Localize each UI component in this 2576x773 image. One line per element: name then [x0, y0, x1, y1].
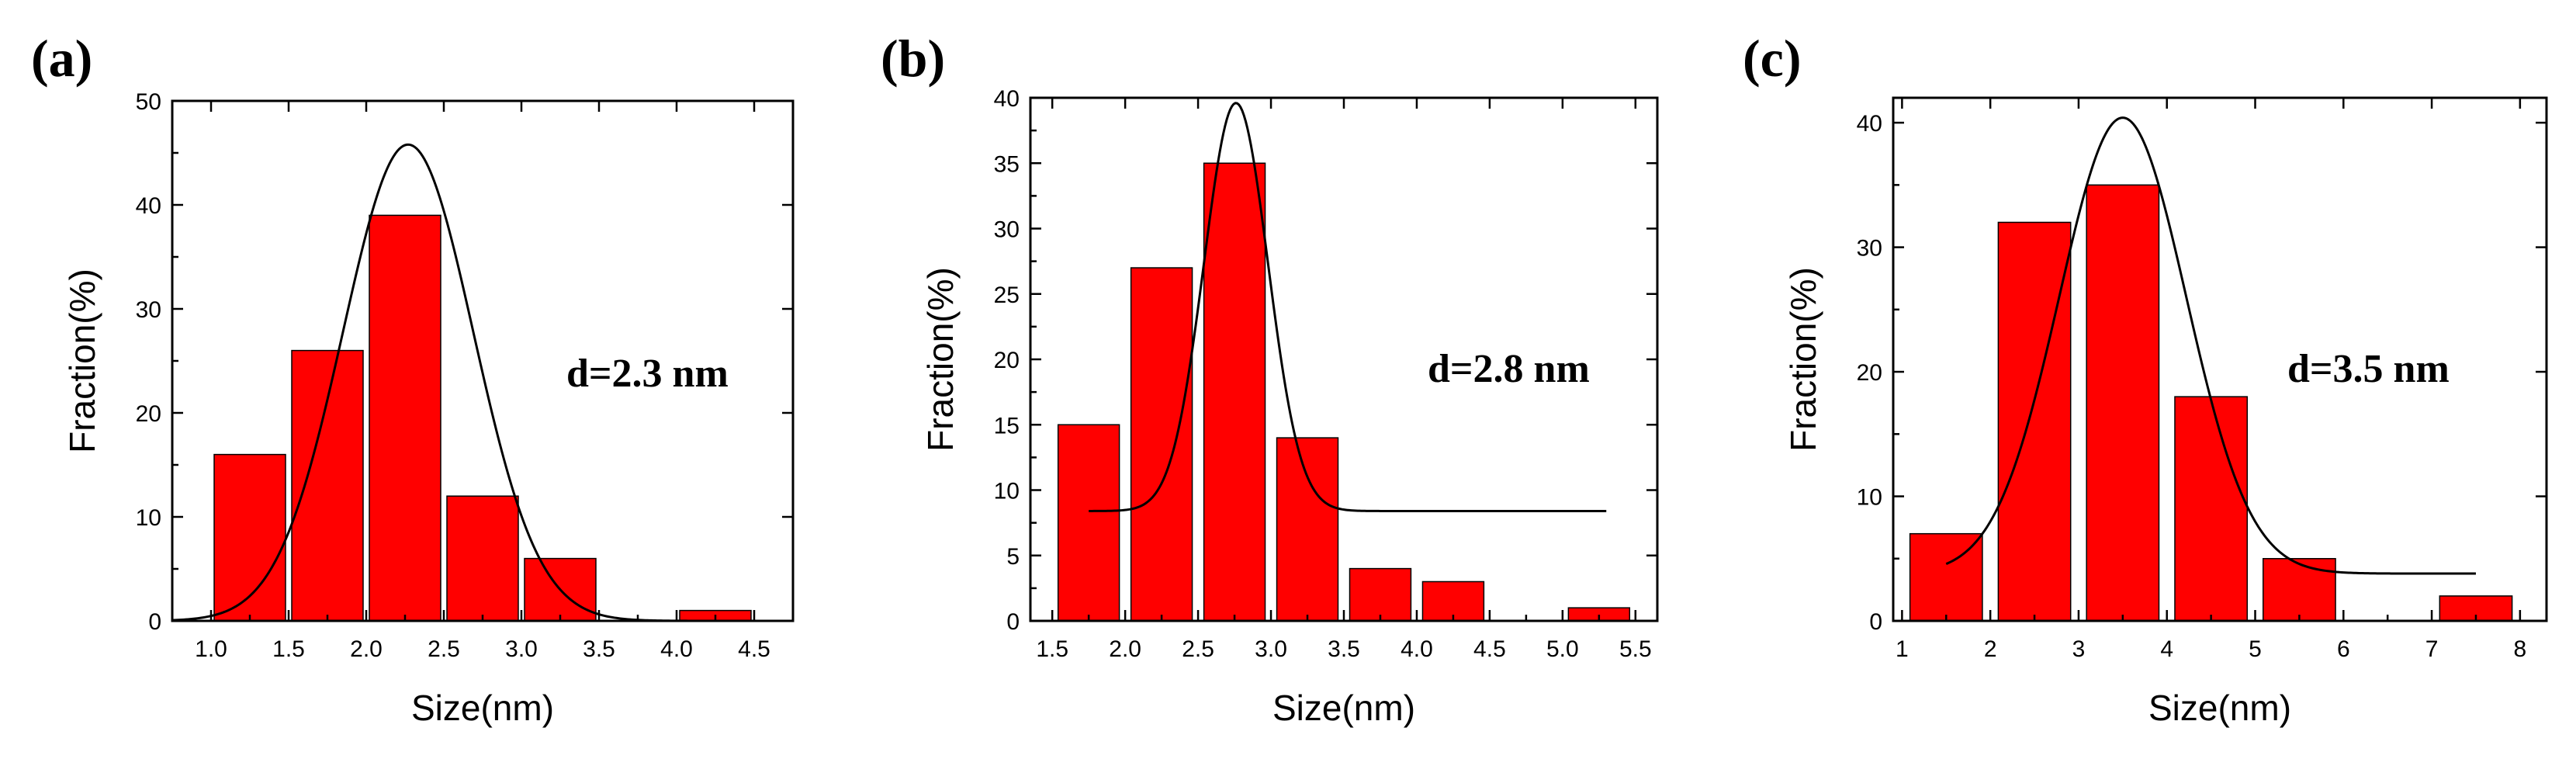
panel-1-mean-size-annotation: d=2.3 nm	[566, 352, 729, 396]
panel-3-x-tick-label: 1	[1896, 636, 1909, 662]
panel-3-x-tick-label: 2	[1984, 636, 1997, 662]
panel-2-y-tick-label: 15	[994, 413, 1020, 438]
panel-1-x-tick-label: 3.5	[583, 636, 615, 662]
panel-3-x-tick-label: 5	[2249, 636, 2262, 662]
panel-2-bar	[1057, 424, 1120, 622]
panel-1-y-tick-label: 20	[136, 401, 161, 427]
panel-2-x-tick-label: 3.0	[1255, 636, 1287, 662]
panel-2-y-tick-label: 10	[994, 479, 1020, 504]
panel-1-x-tick-label: 1.0	[195, 636, 227, 662]
panel-2-y-tick-label: 25	[994, 283, 1020, 308]
panel-1-x-tick-label: 2.5	[428, 636, 460, 662]
panel-1-x-tick-label: 3.0	[505, 636, 538, 662]
panel-1-bar	[369, 214, 441, 622]
panel-2-bar	[1130, 267, 1193, 622]
panel-1-x-axis-title: Size(nm)	[411, 688, 554, 728]
panel-3-mean-size-annotation: d=3.5 nm	[2287, 347, 2450, 391]
panel-2-x-tick-label: 3.5	[1328, 636, 1360, 662]
panel-2-x-tick-label: 5.0	[1546, 636, 1579, 662]
panel-3-y-axis-title: Fraction(%)	[1783, 267, 1823, 452]
panel-2-x-axis-title: Size(nm)	[1272, 688, 1415, 728]
panel-3-bar	[1909, 532, 1983, 622]
panel-3-x-tick-label: 4	[2160, 636, 2173, 662]
panel-3-bar	[1997, 221, 2072, 622]
panel-1-y-tick-label: 30	[136, 297, 161, 323]
panel-2-gaussian-fit-line	[1089, 102, 1607, 512]
panel-2-x-tick-label: 5.5	[1619, 636, 1652, 662]
panel-3-x-tick-label: 6	[2337, 636, 2350, 662]
panel-3-bar	[2263, 558, 2336, 622]
panel-2-x-tick-label: 4.5	[1473, 636, 1506, 662]
panel-1-y-tick-label: 40	[136, 193, 161, 219]
panel-3-y-tick-label: 40	[1857, 111, 1882, 137]
panel-1-bar	[291, 349, 364, 622]
panel-2-x-tick-label: 1.5	[1036, 636, 1068, 662]
panel-1-bar	[213, 453, 286, 622]
panel-2-y-tick-label: 20	[994, 348, 1020, 373]
panel-3-bar	[2174, 396, 2249, 622]
panel-2-bar	[1203, 162, 1266, 622]
panel-1-x-tick-label: 2.0	[350, 636, 383, 662]
panel-3-label: (c)	[1743, 29, 1801, 88]
panel-2-y-axis-title: Fraction(%)	[920, 267, 961, 452]
panel-1-y-tick-label: 0	[148, 609, 161, 635]
panel-1-x-tick-label: 4.5	[738, 636, 770, 662]
panel-2-y-tick-label: 5	[1006, 544, 1020, 570]
panel-1-x-tick-label: 4.0	[660, 636, 693, 662]
panel-2-x-tick-label: 2.5	[1182, 636, 1214, 662]
panel-3-gaussian-fit-line	[1945, 116, 2476, 575]
panel-2-y-tick-label: 40	[994, 86, 1020, 112]
panel-3-y-tick-label: 10	[1857, 485, 1882, 511]
panel-3-bar	[2086, 184, 2160, 622]
panel-2-label: (b)	[881, 29, 945, 88]
panel-1-label: (a)	[31, 29, 92, 88]
panel-2-x-tick-label: 2.0	[1109, 636, 1141, 662]
panel-2-bar	[1276, 437, 1339, 622]
panel-1-y-tick-label: 10	[136, 505, 161, 531]
panel-1-y-tick-label: 50	[136, 89, 161, 115]
panel-3-x-axis-title: Size(nm)	[2148, 688, 2291, 728]
panel-2-y-tick-label: 35	[994, 151, 1020, 177]
panel-2-bar	[1421, 581, 1485, 622]
panel-2-y-tick-label: 30	[994, 217, 1020, 243]
panel-2-mean-size-annotation: d=2.8 nm	[1428, 347, 1590, 391]
panel-1-x-tick-label: 1.5	[272, 636, 305, 662]
panel-1-y-axis-title: Fraction(%)	[62, 269, 102, 453]
panel-2-bar	[1349, 567, 1412, 622]
panel-3-y-tick-label: 20	[1857, 360, 1882, 386]
panel-3-y-tick-label: 30	[1857, 236, 1882, 262]
panel-3-x-tick-label: 3	[2072, 636, 2086, 662]
panel-2-y-tick-label: 0	[1006, 609, 1020, 635]
panel-3-y-tick-label: 0	[1869, 609, 1882, 635]
panel-3-x-tick-label: 7	[2425, 636, 2439, 662]
panel-3-x-tick-label: 8	[2514, 636, 2527, 662]
panel-2-x-tick-label: 4.0	[1401, 636, 1433, 662]
panel-1-bar	[446, 495, 519, 622]
panel-3-plot-frame	[1892, 96, 2548, 622]
